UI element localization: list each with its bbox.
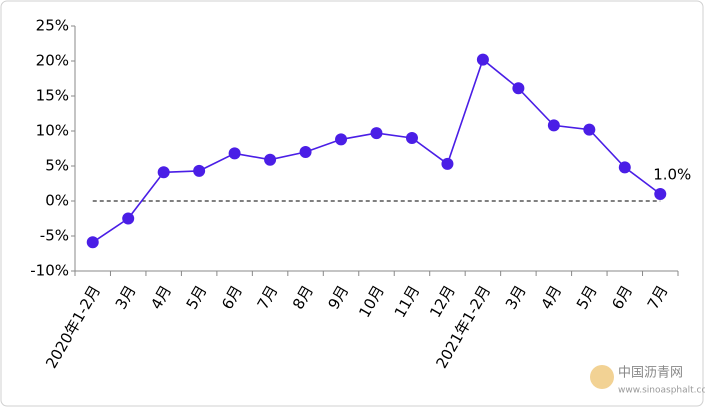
point xyxy=(86,236,99,249)
y-tick-label: -5% xyxy=(40,227,69,245)
y-tick-label: 15% xyxy=(36,87,69,105)
y-tick-label: 20% xyxy=(36,52,69,70)
point xyxy=(335,133,348,146)
watermark-title: 中国沥青网 xyxy=(618,366,683,381)
point xyxy=(264,153,277,166)
watermark-url: www.sinoasphalt.com xyxy=(618,386,705,396)
point xyxy=(405,132,418,144)
point xyxy=(299,146,312,158)
data-label: 1.0% xyxy=(653,166,691,184)
point xyxy=(654,188,667,200)
watermark-logo xyxy=(590,365,614,389)
point xyxy=(228,147,241,160)
point xyxy=(157,166,170,179)
point xyxy=(370,127,383,140)
point xyxy=(583,123,596,136)
y-tick-label: 25% xyxy=(36,17,69,35)
point xyxy=(441,157,454,170)
point xyxy=(547,119,560,132)
y-tick-label: 10% xyxy=(36,122,69,140)
y-tick-label: -10% xyxy=(30,262,69,280)
y-tick-label: 5% xyxy=(45,157,69,175)
point xyxy=(122,212,135,225)
point xyxy=(193,164,206,177)
y-tick-label: 0% xyxy=(45,192,69,210)
point xyxy=(476,53,489,66)
point xyxy=(618,161,631,174)
point xyxy=(512,82,525,95)
